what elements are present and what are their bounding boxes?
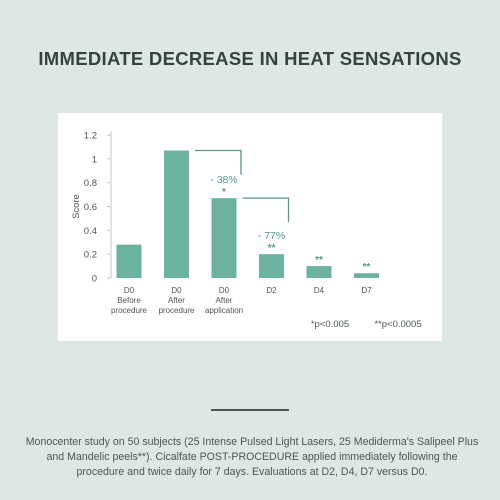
study-footnote: Monocenter study on 50 subjects (25 Inte… [25, 436, 479, 478]
x-tick-label: application [205, 306, 243, 315]
divider [211, 409, 289, 411]
bar-5 [354, 273, 379, 278]
significance-marker: * [222, 187, 226, 198]
significance-marker: ** [315, 255, 323, 266]
comparison-bracket [195, 149, 242, 175]
chart-card: 1.2 1 0.8 0.6 0.4 0.2 0 Score D0 Before procedure D… [58, 113, 442, 341]
significance-marker: ** [268, 243, 276, 254]
y-tick-label: 0 [92, 274, 97, 285]
y-tick-label: 1 [92, 154, 97, 165]
x-tick-label: After [168, 296, 185, 305]
reduction-label: - 38% [210, 174, 237, 186]
x-tick-label: D0 [219, 286, 230, 295]
comparison-bracket [242, 197, 290, 223]
y-tick-label: 0.6 [84, 202, 97, 213]
x-tick-label: D4 [314, 286, 325, 295]
y-tick-label: 0.4 [84, 226, 97, 237]
x-tick-label: Before [117, 296, 141, 305]
bar-1 [164, 150, 189, 278]
y-tick-label: 1.2 [84, 131, 97, 142]
bar-0 [116, 244, 142, 278]
bar-3 [259, 254, 284, 278]
x-tick-label: D7 [361, 286, 372, 295]
y-tick-label: 0.8 [84, 178, 97, 189]
y-axis-label: Score [71, 194, 82, 219]
reduction-label: - 77% [258, 230, 285, 242]
page-title: IMMEDIATE DECREASE IN HEAT SENSATIONS [38, 48, 462, 69]
x-tick-label: D0 [171, 286, 182, 295]
x-tick-label: procedure [111, 306, 148, 315]
x-tick-label: After [216, 296, 233, 305]
y-tick-label: 0.2 [84, 250, 97, 261]
bar-2 [211, 198, 237, 278]
bar-chart: 1.210.80.60.40.20ScoreD0BeforeprocedureD… [71, 131, 422, 331]
bar-4 [306, 266, 332, 278]
p-value-note: *p<0.005 [311, 319, 349, 330]
p-value-note: **p<0.0005 [374, 319, 421, 330]
x-tick-label: D2 [266, 286, 277, 295]
x-tick-label: procedure [158, 306, 195, 315]
x-tick-label: D0 [124, 286, 135, 295]
significance-marker: ** [363, 262, 371, 273]
